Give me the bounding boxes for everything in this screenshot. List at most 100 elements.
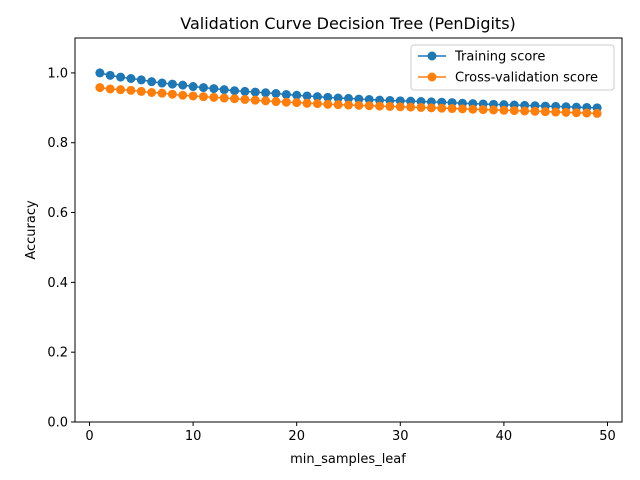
y-tick-label: 0.0 [47,416,68,431]
legend-item: Cross-validation score [418,71,598,86]
legend-label: Cross-validation score [455,71,598,86]
series-1 [95,83,602,118]
data-point [344,93,353,103]
data-point [302,98,312,108]
data-point [167,89,177,99]
data-point [95,68,105,78]
data-point [281,90,291,100]
x-axis: 0 10 20 30 40 50 [85,422,616,444]
data-point [530,106,540,116]
data-point [385,101,395,111]
data-point [240,86,250,96]
data-point [250,95,260,105]
y-tick-label: 0.4 [47,276,68,291]
y-axis-label: Accuracy [24,200,39,260]
data-point [178,90,188,100]
data-point [354,94,364,104]
data-point [437,103,447,113]
data-point [147,77,157,87]
data-point [126,85,136,95]
data-point [468,104,478,114]
data-point [323,99,333,109]
data-point [520,106,530,116]
data-point [333,93,343,103]
x-tick-label: 40 [496,429,513,444]
data-point [292,98,302,108]
data-point [271,97,281,107]
data-point [240,94,250,104]
data-point [292,90,302,100]
y-tick-label: 0.6 [47,206,68,221]
data-point [116,85,126,95]
legend-marker [427,51,437,61]
data-point [447,104,457,114]
legend-box [410,44,615,91]
data-point [551,107,561,117]
data-point [478,105,488,115]
data-point [188,91,198,101]
data-point [281,97,291,107]
plot-frame [74,37,623,423]
data-point [364,94,374,104]
chart-title: Validation Curve Decision Tree (PenDigit… [180,14,516,33]
data-point [230,86,240,96]
data-point [499,105,509,115]
data-point [406,102,416,112]
data-point [344,100,353,110]
x-tick-label: 50 [599,429,616,444]
data-point [116,72,126,82]
data-point [312,92,322,102]
data-point [582,108,592,118]
data-point [178,80,188,90]
data-point [105,84,115,94]
data-point [209,92,219,102]
data-point [395,102,405,112]
data-point [426,103,436,113]
data-point [230,94,240,104]
data-point [136,75,146,85]
data-point [95,83,105,93]
data-point [250,87,260,97]
data-point [147,87,157,97]
data-point [157,78,167,88]
data-point [261,88,271,98]
y-tick-label: 0.8 [47,136,68,151]
data-point [302,91,312,101]
data-point [105,70,115,80]
data-point [126,73,136,83]
data-point [561,107,571,117]
data-point [188,82,198,92]
data-point [375,101,385,111]
data-point [261,96,271,106]
y-tick-label: 0.2 [47,346,68,361]
data-point [364,101,374,111]
y-tick-label: 1.0 [47,66,68,81]
data-point [509,106,519,116]
data-point [489,105,499,115]
x-tick-label: 20 [288,429,305,444]
data-point [354,100,364,110]
x-tick-label: 0 [85,429,93,444]
data-point [592,108,602,118]
legend-marker [427,72,437,82]
data-point [157,88,167,98]
data-point [571,108,581,118]
x-axis-label: min_samples_leaf [290,452,406,467]
legend-item: Training score [418,50,545,65]
x-tick-label: 10 [185,429,202,444]
x-tick-label: 30 [392,429,409,444]
data-point [333,100,343,110]
data-point [323,92,333,102]
data-point [219,93,229,103]
data-point [209,84,219,94]
data-point [540,107,550,117]
legend: Training score Cross-validation score [410,44,615,91]
data-point [198,83,208,93]
data-point [219,85,229,95]
legend-label: Training score [454,50,545,65]
data-point [136,86,146,96]
data-point [198,92,208,102]
y-axis: 0.0 0.2 0.4 0.6 0.8 1.0 [47,66,75,431]
data-point [312,99,322,109]
